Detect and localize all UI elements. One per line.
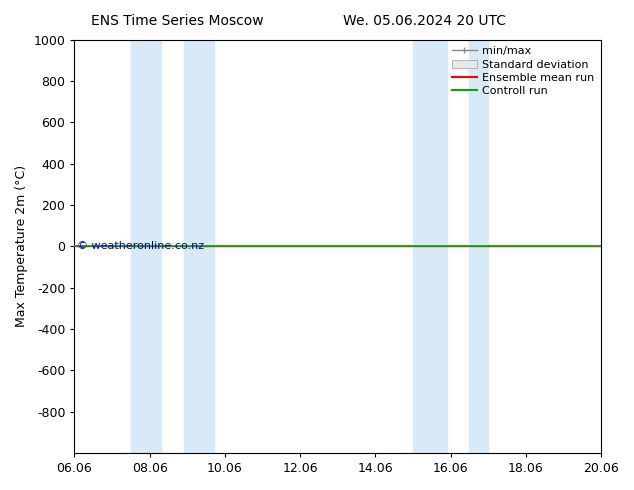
Bar	[131, 40, 161, 453]
Legend: min/max, Standard deviation, Ensemble mean run, Controll run: min/max, Standard deviation, Ensemble me…	[448, 42, 599, 101]
Text: ENS Time Series Moscow: ENS Time Series Moscow	[91, 14, 264, 28]
Bar	[469, 40, 488, 453]
Text: © weatheronline.co.nz: © weatheronline.co.nz	[77, 241, 204, 251]
Bar	[413, 40, 447, 453]
Bar	[184, 40, 214, 453]
Text: We. 05.06.2024 20 UTC: We. 05.06.2024 20 UTC	[343, 14, 507, 28]
Y-axis label: Max Temperature 2m (°C): Max Temperature 2m (°C)	[15, 165, 28, 327]
